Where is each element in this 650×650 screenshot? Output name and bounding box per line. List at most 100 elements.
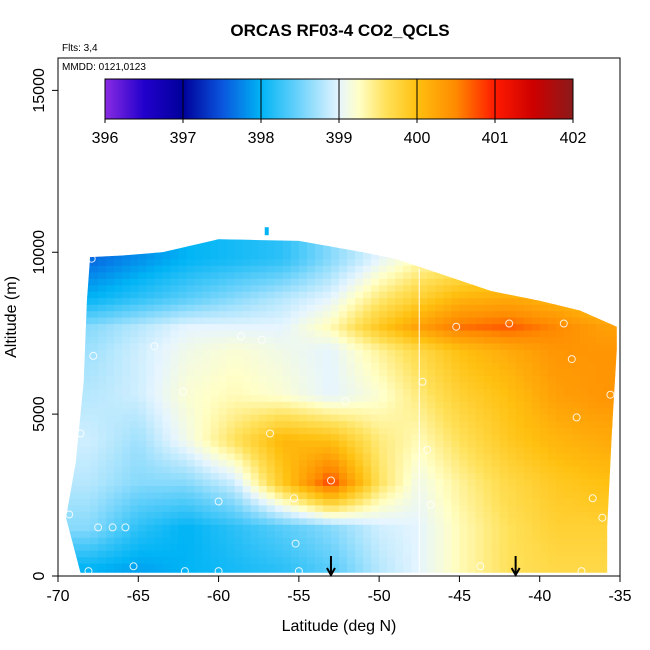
heatmap-cell <box>98 530 107 538</box>
heatmap-cell <box>250 239 260 247</box>
heatmap-cell <box>363 491 372 499</box>
heatmap-cell <box>379 304 388 312</box>
heatmap-cell <box>411 323 420 331</box>
heatmap-cell <box>483 323 493 331</box>
heatmap-cell <box>234 550 244 558</box>
heatmap-cell <box>154 284 163 292</box>
heatmap-cell <box>347 258 356 266</box>
heatmap-cell <box>411 284 420 292</box>
heatmap-cell <box>306 427 316 435</box>
heatmap-cell <box>202 381 212 389</box>
heatmap-cell <box>210 440 220 448</box>
heatmap-cell <box>170 291 179 299</box>
heatmap-cell <box>90 427 99 435</box>
heatmap-cell <box>298 375 308 383</box>
heatmap-cell <box>451 440 460 448</box>
heatmap-cell <box>467 407 477 415</box>
heatmap-cell <box>571 524 581 532</box>
heatmap-cell <box>603 271 613 279</box>
heatmap-cell <box>379 498 388 506</box>
heatmap-cell <box>202 291 212 299</box>
heatmap-cell <box>387 355 396 363</box>
heatmap-cell <box>258 530 268 538</box>
heatmap-cell <box>379 569 388 573</box>
heatmap-cell <box>483 271 493 279</box>
heatmap-cell <box>266 336 276 344</box>
heatmap-cell <box>603 524 613 532</box>
heatmap-cell <box>595 524 605 532</box>
heatmap-cell <box>507 569 517 573</box>
heatmap-cell <box>210 362 220 370</box>
heatmap-cell <box>347 569 356 573</box>
heatmap-cell <box>226 485 236 493</box>
heatmap-cell <box>258 459 268 467</box>
heatmap-cell <box>507 433 517 441</box>
heatmap-cell <box>483 556 493 564</box>
heatmap-cell <box>314 265 324 273</box>
heatmap-cell <box>146 252 155 260</box>
heatmap-cell <box>290 446 300 454</box>
heatmap-cell <box>298 239 308 240</box>
heatmap-cell <box>571 491 581 499</box>
heatmap-cell <box>322 498 332 506</box>
heatmap-cell <box>475 491 485 499</box>
heatmap-cell <box>443 537 452 545</box>
heatmap-cell <box>331 433 340 441</box>
heatmap-cell <box>331 537 340 545</box>
heatmap-cell <box>491 401 501 409</box>
heatmap-cell <box>595 278 605 286</box>
heatmap-cell <box>523 414 533 422</box>
heatmap-cell <box>491 297 501 305</box>
heatmap-cell <box>218 530 228 538</box>
heatmap-cell <box>515 491 525 499</box>
heatmap-cell <box>339 478 348 486</box>
heatmap-cell <box>162 304 171 312</box>
heatmap-cell <box>130 485 139 493</box>
heatmap-cell <box>331 420 340 428</box>
heatmap-cell <box>547 498 557 506</box>
heatmap-cell <box>258 517 268 525</box>
heatmap-cell <box>170 485 179 493</box>
heatmap-cell <box>194 368 204 376</box>
heatmap-cell <box>178 330 187 338</box>
heatmap-cell <box>451 381 460 389</box>
heatmap-cell <box>130 491 139 499</box>
heatmap-cell <box>66 245 67 253</box>
heatmap-cell <box>523 239 533 247</box>
heatmap-cell <box>603 291 613 299</box>
heatmap-cell <box>475 310 485 318</box>
y-tick-label: 15000 <box>31 68 48 113</box>
heatmap-cell <box>186 336 196 344</box>
heatmap-cell <box>411 336 420 344</box>
heatmap-cell <box>250 472 260 480</box>
heatmap-cell <box>483 472 493 480</box>
heatmap-cell <box>306 433 316 441</box>
heatmap-cell <box>587 440 597 448</box>
heatmap-cell <box>186 459 196 467</box>
heatmap-cell <box>419 394 428 402</box>
heatmap-cell <box>162 491 171 499</box>
heatmap-cell <box>258 498 268 506</box>
heatmap-cell <box>98 407 107 415</box>
heatmap-cell <box>499 459 509 467</box>
heatmap-cell <box>306 342 316 350</box>
heatmap-cell <box>314 394 324 402</box>
heatmap-cell <box>82 556 91 564</box>
heatmap-cell <box>571 427 581 435</box>
heatmap-cell <box>427 446 436 454</box>
heatmap-cell <box>612 355 617 363</box>
heatmap-cell <box>162 252 171 260</box>
heatmap-cell <box>563 245 573 253</box>
heatmap-cell <box>114 472 123 480</box>
heatmap-cell <box>571 394 581 402</box>
heatmap-cell <box>539 420 549 428</box>
heatmap-cell <box>564 226 573 233</box>
heatmap-cell <box>571 297 581 305</box>
heatmap-cell <box>339 291 348 299</box>
heatmap-cell <box>612 517 617 525</box>
heatmap-cell <box>491 530 501 538</box>
heatmap-cell <box>290 252 300 260</box>
heatmap-cell <box>387 342 396 350</box>
heatmap-cell <box>290 355 300 363</box>
heatmap-cell <box>202 349 212 357</box>
